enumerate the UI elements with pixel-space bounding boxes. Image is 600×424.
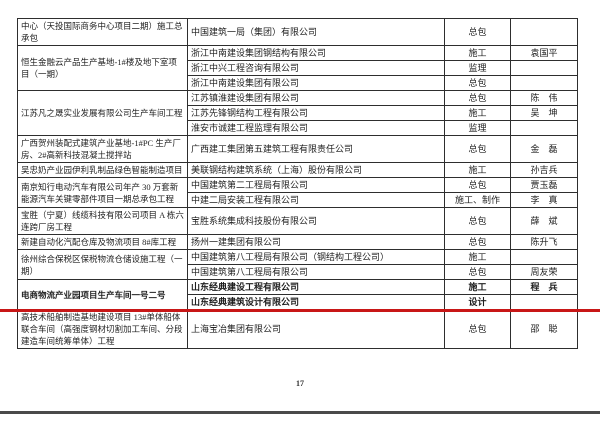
person-name-cell [510,249,578,265]
person-name-cell: 陈升飞 [510,234,578,250]
company-name-cell: 上海宝冶集团有限公司 [187,309,445,349]
role-cell: 总包 [444,264,511,280]
role-cell: 施工、制作 [444,192,511,208]
role-cell: 总包 [444,75,511,91]
page-number: 17 [296,379,304,388]
person-name-cell: 李 真 [510,192,578,208]
table-body: 中心（天投国际商务中心项目二期）施工总承包 中国建筑一局（集团）有限公司 总包 恒生金… [17,18,578,349]
company-name-cell: 中国建筑第二工程局有限公司 [187,177,445,193]
table-row: 高技术船舶制造基地建设项目 13#单体船体联合车间（高强度钢材切割加工车间、分段… [17,309,578,349]
project-name-cell: 吴忠奶产业园伊利乳制品绿色智能制造项目 [17,162,188,178]
table-row: 恒生金融云产品生产基地-1#楼及地下室项目（一期） 浙江中南建设集团钢结构有限公司… [17,45,578,91]
person-name-cell: 程 兵 [510,279,578,295]
company-name-cell: 广西建工集团第五建筑工程有限责任公司 [187,135,445,163]
role-cell: 施工 [444,249,511,265]
project-name-cell: 广西贺州装配式建筑产业基地-1#PC 生产厂房、2#高新科技混凝土搅拌站 [17,135,188,163]
company-name-cell: 浙江中南建设集团钢结构有限公司 [187,45,445,61]
table-row: 新建自动化汽配仓库及物流项目 8#库工程 扬州一建集团有限公司 总包 陈升飞 [17,234,578,250]
project-name-cell: 南京知行电动汽车有限公司年产 30 万套新能源汽车关键零部件项目一期总承包工程 [17,177,188,208]
company-name-cell: 浙江中南建设集团有限公司 [187,75,445,91]
project-name-cell: 徐州综合保税区保税物流仓储设施工程（一期） [17,249,188,280]
person-name-cell: 袁国平 [510,45,578,61]
red-annotation-underline [0,309,600,312]
company-name-cell: 宝胜系统集成科技股份有限公司 [187,207,445,235]
role-cell: 总包 [444,234,511,250]
table-row: 广西贺州装配式建筑产业基地-1#PC 生产厂房、2#高新科技混凝土搅拌站 广西建工… [17,135,578,163]
person-name-cell: 周友荣 [510,264,578,280]
role-cell: 施工 [444,105,511,121]
person-name-cell: 邵 聪 [510,309,578,349]
company-name-cell: 浙江中兴工程咨询有限公司 [187,60,445,76]
table-row: 南京知行电动汽车有限公司年产 30 万套新能源汽车关键零部件项目一期总承包工程中… [17,177,578,208]
role-cell: 监理 [444,60,511,76]
company-name-cell: 中国建筑第八工程局有限公司（钢结构工程公司） [187,249,445,265]
role-cell: 总包 [444,207,511,235]
project-name-cell: 恒生金融云产品生产基地-1#楼及地下室项目（一期） [17,45,188,91]
table-row: 江苏先锋钢结构工程有限公司 施工吴 坤 [18,105,578,121]
role-cell: 总包 [444,309,511,349]
company-name-cell: 中国建筑一局（集团）有限公司 [187,18,445,46]
project-name-cell: 宝胜（宁夏）线缆科技有限公司项目 A 栋六连跨厂房工程 [17,207,188,235]
project-name-cell: 新建自动化汽配仓库及物流项目 8#库工程 [17,234,188,250]
person-name-cell: 金 磊 [510,135,578,163]
project-name-cell: 中心（天投国际商务中心项目二期）施工总承包 [17,18,188,46]
window-bottom-edge [0,411,600,414]
person-name-cell [510,294,578,310]
table-row: 电商物流产业园项目生产车间一号二号 山东经典建设工程有限公司 施工程 兵 [17,279,578,310]
company-name-cell: 山东经典建设工程有限公司 [187,279,445,295]
role-cell: 监理 [444,120,511,136]
person-name-cell: 孙吉兵 [510,162,578,178]
project-name-cell: 高技术船舶制造基地建设项目 13#单体船体联合车间（高强度钢材切割加工车间、分段… [17,309,188,349]
company-name-cell: 淮安市诚建工程监理有限公司 [187,120,445,136]
company-name-cell: 扬州一建集团有限公司 [187,234,445,250]
company-name-cell: 中国建筑第八工程局有限公司 [187,264,445,280]
role-cell: 施工 [444,279,511,295]
company-name-cell: 江苏先锋钢结构工程有限公司 [187,105,445,121]
role-cell: 施工 [444,45,511,61]
company-name-cell: 中建二局安装工程有限公司 [187,192,445,208]
table-row: 中心（天投国际商务中心项目二期）施工总承包 中国建筑一局（集团）有限公司 总包 [17,18,578,46]
role-cell: 总包 [444,177,511,193]
person-name-cell [510,120,578,136]
company-name-cell: 美联钢结构建筑系统（上海）股份有限公司 [187,162,445,178]
person-name-cell: 薛 斌 [510,207,578,235]
table-row: 徐州综合保税区保税物流仓储设施工程（一期） 中国建筑第八工程局有限公司（钢结构工程… [17,249,578,280]
table-row: 江苏凡之晟实业发展有限公司生产车间工程 江苏镇淮建设集团有限公司 总包陈 伟 [17,90,578,136]
person-name-cell [510,75,578,91]
project-name-cell: 电商物流产业园项目生产车间一号二号 [17,279,188,310]
person-name-cell: 贾玉磊 [510,177,578,193]
table-row: 吴忠奶产业园伊利乳制品绿色智能制造项目 美联钢结构建筑系统（上海）股份有限公司 施工… [17,162,578,178]
table-row: 淮安市诚建工程监理有限公司 监理 [18,120,578,136]
project-name-cell: 江苏凡之晟实业发展有限公司生产车间工程 [17,90,188,136]
person-name-cell [510,60,578,76]
role-cell: 施工 [444,162,511,178]
person-name-cell: 吴 坤 [510,105,578,121]
role-cell: 总包 [444,18,511,46]
person-name-cell: 陈 伟 [510,90,578,106]
company-name-cell: 江苏镇淮建设集团有限公司 [187,90,445,106]
project-contractor-table: 中心（天投国际商务中心项目二期）施工总承包 中国建筑一局（集团）有限公司 总包 恒生金… [17,18,578,349]
role-cell: 总包 [444,135,511,163]
role-cell: 总包 [444,90,511,106]
company-name-cell: 山东经典建筑设计有限公司 [187,294,445,310]
table-row: 浙江中南建设集团有限公司 总包 [18,75,578,91]
table-row: 宝胜（宁夏）线缆科技有限公司项目 A 栋六连跨厂房工程 宝胜系统集成科技股份有限公… [17,207,578,235]
role-cell: 设计 [444,294,511,310]
person-name-cell [510,18,578,46]
